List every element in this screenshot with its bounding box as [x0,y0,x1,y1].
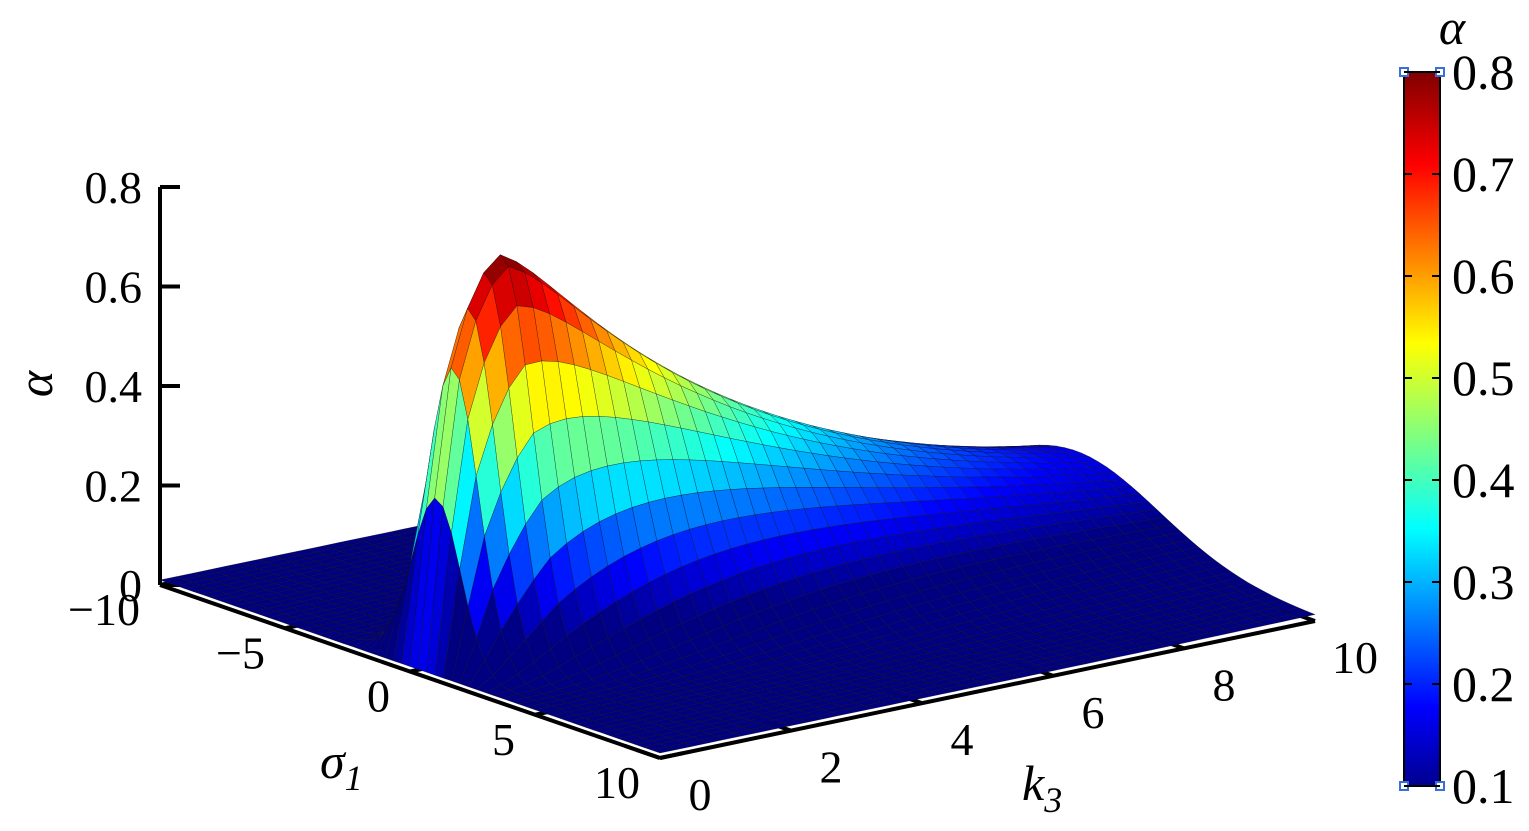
colorbar-tick-label: 0.5 [1452,350,1515,406]
y-axis-label: σ1 [320,733,363,798]
z-tick-label: 0.4 [85,361,143,412]
colorbar-gradient [1403,71,1441,787]
x-tick-label: 6 [1082,687,1105,738]
y-tick-label: 10 [594,757,640,808]
colorbar-title: α [1439,0,1467,55]
colorbar-tick-label: 0.3 [1452,554,1515,610]
colorbar-tick-label: 0.7 [1452,146,1515,202]
y-tick-label: 0 [367,671,390,722]
colorbar-tick-label: 0.8 [1452,44,1515,100]
z-axis-label: α [7,369,63,397]
x-tick [624,743,661,760]
y-tick-label: 5 [492,714,515,765]
z-tick-label: 0 [119,560,142,611]
z-tick-label: 0.8 [85,162,143,213]
colorbar-tick-label: 0.4 [1452,452,1515,508]
x-tick-label: 0 [689,769,712,820]
y-axis-label-main: σ [320,733,347,789]
x-axis-label: k3 [1022,755,1062,820]
x-tick-label: 2 [820,742,843,793]
z-axis: 0 0.2 0.4 0.6 0.8 α [7,162,180,611]
x-tick-label: 8 [1213,659,1236,710]
surface-facet [650,746,678,754]
x-axis-label-main: k [1022,755,1045,811]
x-tick-label: 10 [1332,632,1378,683]
colorbar-tick-label: 0.2 [1452,656,1515,712]
colorbar: α 0.1 0.2 0.3 0.4 0.5 0.6 0.7 0.8 [1399,0,1515,814]
z-tick-label: 0.2 [85,461,143,512]
y-tick-label: −5 [216,627,265,678]
x-tick-label: 4 [951,714,974,765]
colorbar-tick-label: 0.1 [1452,758,1515,814]
y-axis-label-sub: 1 [345,758,363,798]
surface-mesh [159,254,1316,754]
z-tick-label: 0.6 [85,262,143,313]
y-tick-label: −10 [68,584,140,635]
x-axis-label-sub: 3 [1043,780,1062,820]
colorbar-tick-label: 0.6 [1452,248,1515,304]
